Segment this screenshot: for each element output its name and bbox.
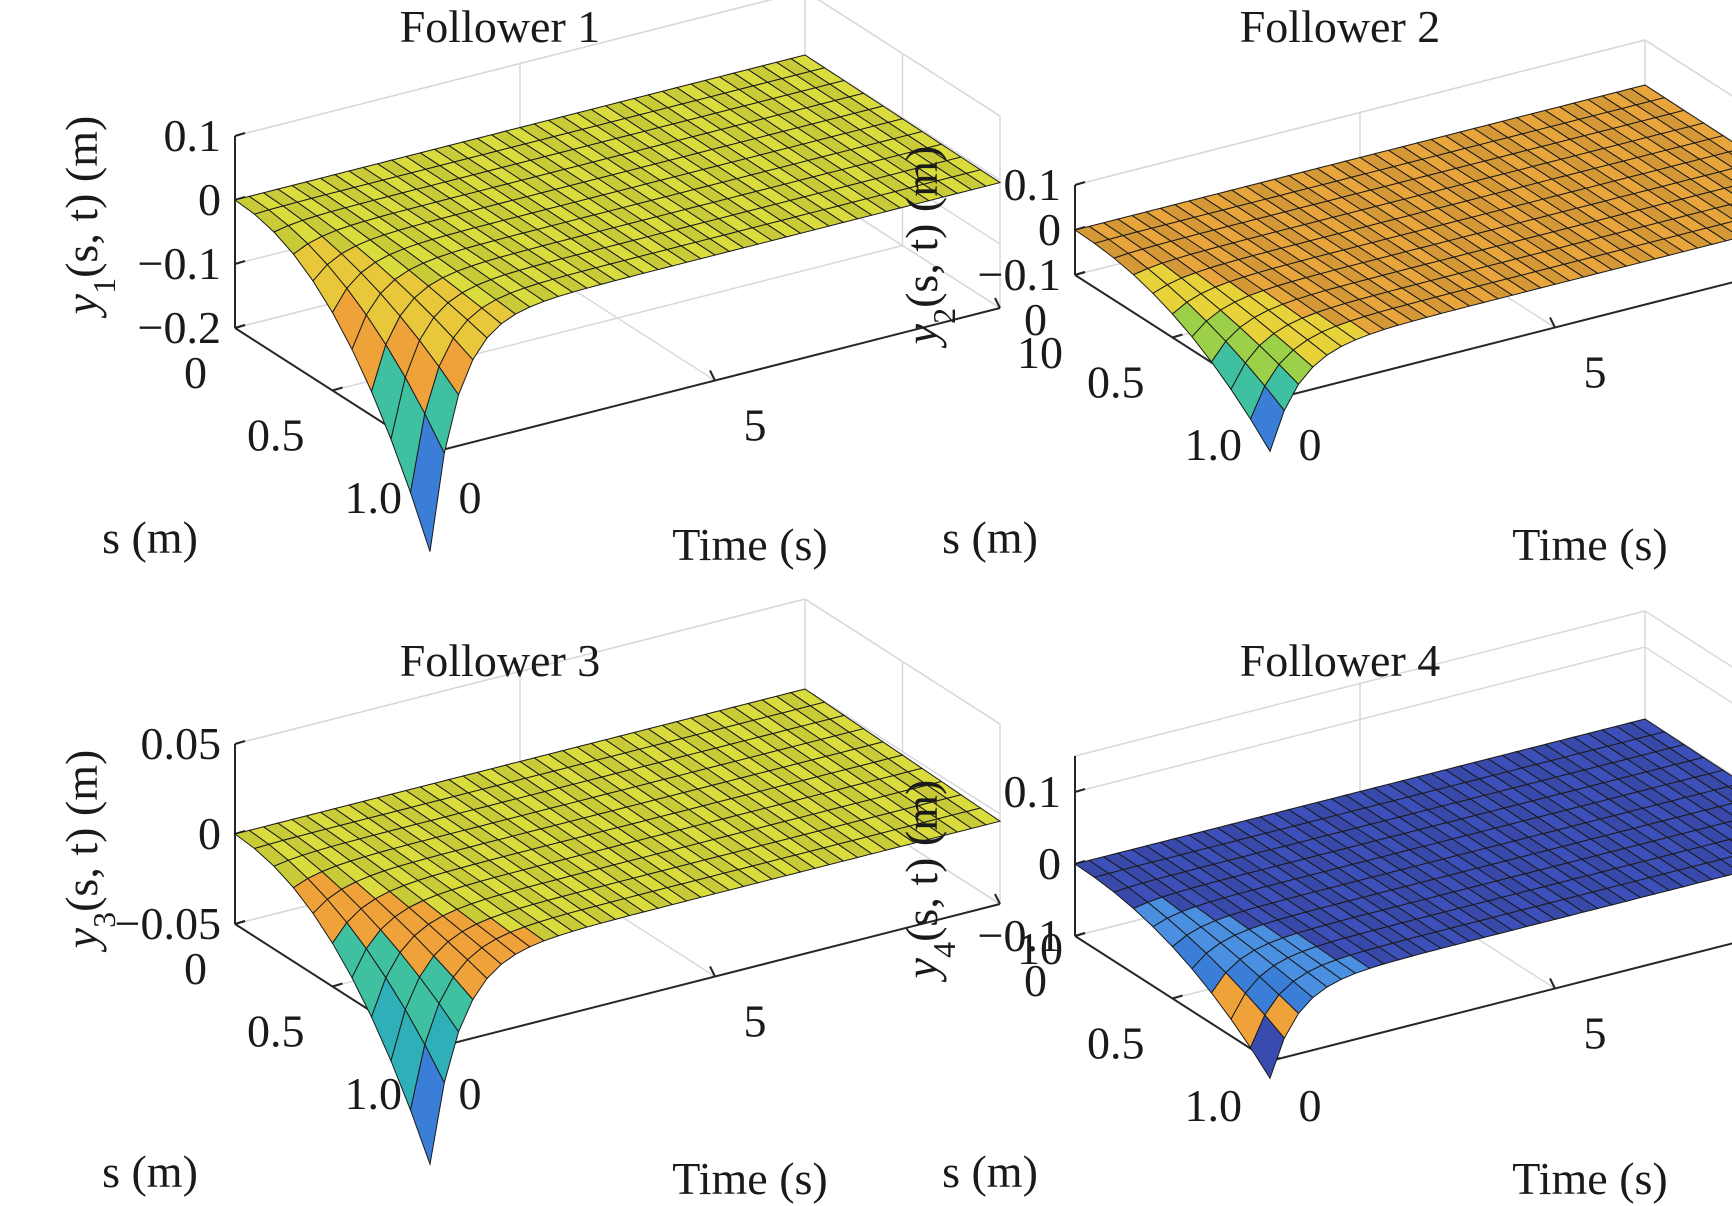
z-tick-label: −0.1: [138, 238, 221, 289]
t-tick-label: 10: [1017, 923, 1063, 974]
t-tick-label: 5: [744, 400, 767, 451]
surface-patch: [1718, 168, 1732, 181]
z-tick-mark: [1074, 181, 1086, 186]
surface-mesh: [233, 54, 1002, 552]
z-tick-label: 0: [198, 808, 221, 859]
t-tick-mark: [709, 966, 716, 977]
s-tick-mark: [332, 386, 343, 392]
t-axis-label: Time (s): [672, 519, 828, 570]
panel-title: Follower 4: [1240, 635, 1441, 686]
surface-patch: [1719, 856, 1732, 868]
t-tick-label: 5: [1584, 347, 1607, 398]
surface-patch: [1249, 1014, 1285, 1080]
s-axis-label: s (m): [942, 1146, 1038, 1197]
z-tick-mark: [1074, 788, 1086, 793]
z-grid-line: [1644, 39, 1732, 97]
s-axis-label: s (m): [942, 512, 1038, 563]
z-tick-label: −0.2: [138, 302, 221, 353]
z-tick-label: 0.1: [1004, 159, 1062, 210]
z-tick-label: −0.05: [115, 898, 221, 949]
t-tick-label: 0: [1299, 1080, 1322, 1131]
s-tick-label: 0: [184, 943, 207, 994]
z-tick-label: −0.1: [978, 249, 1061, 300]
z-tick-label: −0.1: [978, 910, 1061, 961]
s-tick-label: 1.0: [345, 1068, 403, 1119]
s-axis-label: s (m): [102, 1146, 198, 1197]
s-tick-mark: [332, 982, 343, 988]
surface-patch: [1718, 802, 1732, 816]
z-tick-label: 0: [1038, 838, 1061, 889]
z-axis-label: y1(s, t) (m): [56, 116, 122, 319]
t-tick-label: 0: [459, 1068, 482, 1119]
t-tick-mark: [994, 893, 1001, 905]
z-grid-line: [1644, 646, 1732, 704]
z-axis-label: y4(s, t) (m): [896, 780, 962, 983]
top-right-edge: [1644, 610, 1732, 668]
z-tick-label: 0.1: [164, 110, 222, 161]
z-axis-label: y3(s, t) (m): [56, 750, 122, 953]
s-tick-label: 0: [184, 347, 207, 398]
s-tick-mark: [1172, 994, 1183, 1000]
s-tick-label: 0.5: [247, 1006, 305, 1057]
z-tick-mark: [234, 132, 246, 137]
t-tick-label: 0: [1299, 419, 1322, 470]
z-tick-label: 0: [1038, 204, 1061, 255]
surface-patch: [1719, 221, 1732, 233]
t-tick-mark: [709, 370, 716, 381]
t-tick-label: 0: [459, 472, 482, 523]
t-axis-label: Time (s): [1512, 1153, 1668, 1204]
s-tick-label: 1.0: [345, 472, 403, 523]
surface-patch: [1249, 385, 1285, 453]
s-tick-mark: [1074, 932, 1086, 937]
s-tick-label: 0: [1024, 294, 1047, 345]
s-axis-label: s (m): [102, 512, 198, 563]
t-tick-label: 5: [1584, 1008, 1607, 1059]
panel-title: Follower 2: [1240, 1, 1441, 52]
z-tick-mark: [234, 260, 246, 265]
s-tick-mark: [1172, 333, 1183, 339]
surface-mesh: [233, 688, 1002, 1167]
surface-patch: [409, 1043, 445, 1167]
t-tick-label: 10: [1017, 327, 1063, 378]
t-tick-mark: [994, 297, 1001, 309]
t-tick-mark: [1549, 317, 1556, 328]
s-tick-label: 0.5: [1087, 357, 1145, 408]
panel-title: Follower 1: [400, 1, 601, 52]
s-tick-mark: [234, 324, 246, 329]
z-tick-mark: [234, 740, 246, 745]
t-tick-mark: [1549, 978, 1556, 989]
z-axis-label: y2(s, t) (m): [896, 146, 962, 349]
s-tick-label: 1.0: [1185, 419, 1243, 470]
t-tick-label: 5: [744, 996, 767, 1047]
s-tick-label: 0: [1024, 955, 1047, 1006]
surface-mesh: [1073, 718, 1732, 1080]
z-tick-label: 0: [198, 174, 221, 225]
surface-mesh: [1073, 84, 1732, 453]
z-tick-label: 0.05: [141, 718, 222, 769]
t-axis-label: Time (s): [672, 1153, 828, 1204]
s-tick-mark: [234, 920, 246, 925]
s-tick-label: 0.5: [1087, 1018, 1145, 1069]
s-tick-mark: [1074, 271, 1086, 276]
s-tick-label: 1.0: [1185, 1080, 1243, 1131]
t-axis-label: Time (s): [1512, 519, 1668, 570]
s-tick-label: 0.5: [247, 410, 305, 461]
z-tick-label: 0.1: [1004, 766, 1062, 817]
panel-title: Follower 3: [400, 635, 601, 686]
surface-patch: [409, 412, 445, 552]
